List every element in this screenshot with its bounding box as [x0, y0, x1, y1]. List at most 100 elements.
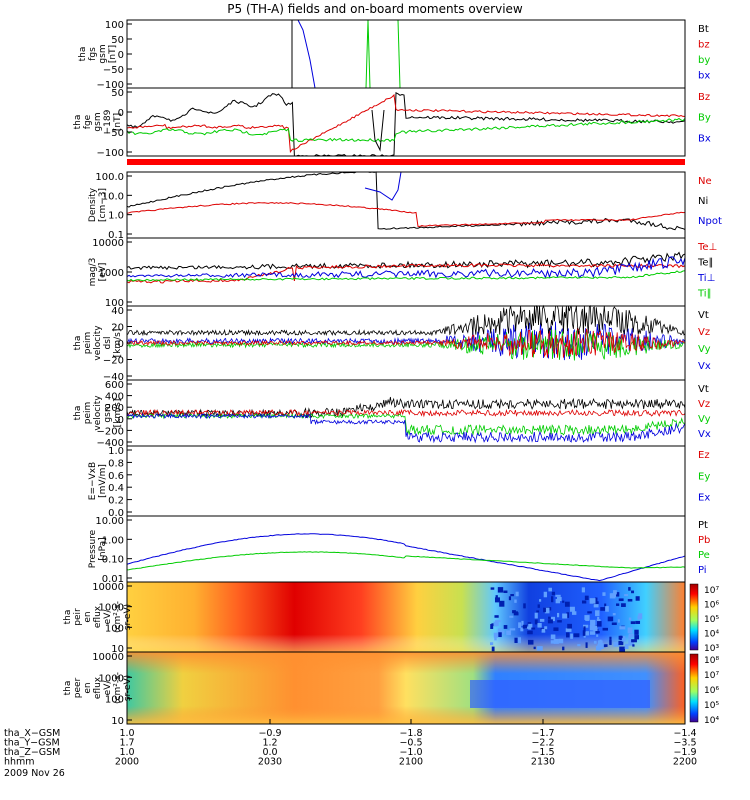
y-axis-label: velocity	[93, 395, 103, 431]
legend-entry: Vx	[698, 361, 711, 372]
ion-spectrogram-speckle	[616, 592, 620, 597]
fgs-bx-line	[297, 19, 316, 89]
legend-entry: Vx	[698, 429, 711, 440]
y-axis-label: [km/s]	[113, 399, 123, 428]
ion-spectrogram-speckle	[551, 596, 554, 603]
legend-entry: Vt	[698, 384, 709, 395]
ion-spectrogram-speckle	[499, 600, 505, 607]
ion-spectrogram-speckle	[612, 613, 616, 616]
legend-entry: Vy	[698, 344, 711, 355]
legend-entry: Npot	[698, 216, 722, 227]
ion-spectrogram-speckle	[581, 600, 587, 604]
ion-spectrogram-speckle	[494, 615, 499, 618]
ion-spectrogram-speckle	[497, 587, 504, 593]
ion-spectrogram-speckle	[497, 628, 502, 634]
panel-frame	[126, 445, 686, 517]
y-axis-label: peer	[73, 677, 83, 698]
y-axis-label: gsm	[98, 44, 108, 63]
ion-spectrogram-speckle	[613, 590, 617, 595]
y-tick-label: 1000	[99, 673, 124, 684]
ion-spectrogram-speckle	[555, 598, 561, 604]
y-tick-label: 10000	[92, 582, 124, 593]
legend-entry: Vz	[698, 399, 710, 410]
y-tick-label: 40	[111, 306, 124, 317]
fge-by-line	[126, 117, 686, 143]
ion-spectrogram-speckle	[522, 624, 528, 629]
ion-spectrogram-speckle	[543, 607, 546, 613]
y-tick-label: 1.00	[102, 535, 124, 546]
ion-spectrogram-speckle	[584, 595, 589, 601]
ion-spectrogram-speckle	[572, 611, 577, 615]
y-tick-label: 200	[105, 403, 124, 414]
ion-spectrogram-speckle	[495, 620, 501, 623]
ion-spectrogram-speckle	[605, 644, 608, 647]
ion-spectrogram-speckle	[632, 644, 635, 647]
ion-spectrogram-speckle	[508, 596, 512, 601]
y-tick-label: 0.8	[108, 458, 124, 469]
vgsm-vz-line	[126, 408, 686, 418]
density-ni-line	[126, 171, 686, 231]
ion-spectrogram-speckle	[590, 619, 596, 626]
y-axis-label: tha	[63, 681, 73, 696]
ion-spectrogram-speckle	[553, 638, 559, 644]
colorbar	[689, 653, 699, 723]
y-tick-label: 400	[105, 392, 124, 403]
y-axis-label: tha	[73, 336, 83, 351]
vgsm-vt-line	[126, 396, 686, 419]
ion-spectrogram-speckle	[619, 626, 626, 630]
ion-spectrogram-speckle	[515, 591, 519, 597]
ion-spectrogram-speckle	[562, 613, 568, 619]
ion-spectrogram-speckle	[635, 596, 640, 601]
ion-spectrogram-speckle	[534, 612, 538, 619]
x-tick-label: 2000	[115, 757, 139, 768]
legend-entry: Ni	[698, 196, 708, 207]
fge-bz-line	[126, 93, 685, 154]
ion-spectrogram-speckle	[566, 632, 570, 638]
ion-spectrogram-speckle	[627, 598, 633, 602]
legend-entry: Vt	[698, 310, 709, 321]
ion-spectrogram-speckle	[536, 646, 543, 651]
ion-spectrogram-speckle	[637, 615, 641, 620]
ion-spectrogram-speckle	[544, 607, 550, 614]
legend-entry: Vy	[698, 414, 711, 425]
y-axis-label: peim	[83, 332, 93, 355]
y-tick-label: 100	[105, 298, 124, 309]
ion-spectrogram-speckle	[631, 590, 635, 594]
y-tick-label: −100	[97, 148, 124, 159]
ion-spectrogram-speckle	[566, 612, 570, 618]
legend-entry: Ne	[698, 176, 712, 187]
panel-frame	[126, 19, 686, 89]
y-axis-label: −189	[103, 109, 113, 134]
ion-spectrogram-speckle	[506, 630, 511, 636]
temp-tiperp-line	[126, 256, 686, 279]
y-tick-label: −400	[97, 438, 124, 449]
y-tick-label: 0	[118, 339, 124, 350]
ion-spectrogram-speckle	[494, 597, 501, 603]
y-axis-label: tha	[78, 47, 88, 62]
y-tick-label: 20	[111, 323, 124, 334]
x-tick-label: −1.0	[399, 747, 422, 758]
x-row-label: hhmm	[4, 757, 35, 768]
x-tick-label: −1.9	[673, 747, 696, 758]
vdsl-vx-line	[126, 321, 686, 361]
ion-spectrogram-speckle	[583, 624, 589, 628]
x-tick-label: −1.5	[531, 747, 554, 758]
legend-entry: by	[698, 55, 710, 66]
legend-entry: Ey	[698, 471, 710, 482]
panel-frame	[126, 651, 686, 725]
y-axis-label: (cm²-s-	[113, 601, 123, 633]
ion-spectrogram-speckle	[550, 640, 555, 644]
ion-spectrogram-speckle	[628, 640, 634, 646]
x-tick-label: 2030	[258, 757, 282, 768]
ion-spectrogram-speckle	[630, 621, 636, 625]
ion-spectrogram-speckle	[541, 628, 546, 633]
ion-spectrogram-speckle	[617, 619, 620, 623]
ion-spectrogram-speckle	[548, 616, 551, 619]
ion-spectrogram-speckle	[493, 621, 499, 627]
ion-spectrogram-speckle	[527, 639, 534, 645]
ion-spectrogram-speckle	[631, 639, 637, 643]
ion-spectrogram-speckle	[523, 603, 526, 609]
ion-spectrogram-speckle	[593, 640, 597, 644]
colorbar-label: 10⁴	[704, 716, 719, 726]
